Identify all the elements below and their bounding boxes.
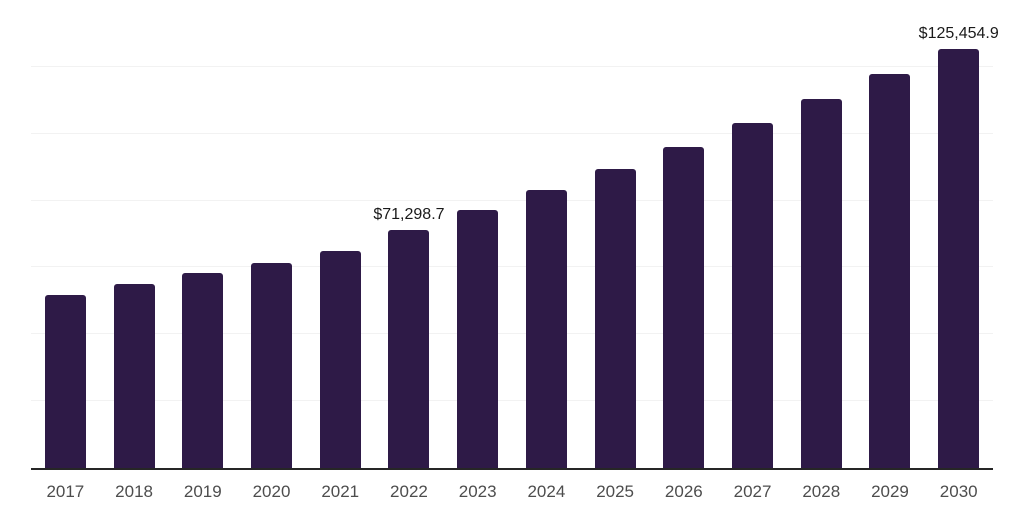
bar-slot-2026 — [649, 2, 718, 468]
gridline-60000 — [31, 266, 993, 268]
x-tick-2025: 2025 — [596, 482, 635, 501]
bar-2027[interactable] — [732, 122, 774, 468]
bar-slot-2029 — [856, 2, 925, 468]
bar-2028[interactable] — [800, 99, 842, 468]
data-label-2022: $71,298.7 — [373, 205, 445, 223]
x-tick-2024: 2024 — [527, 482, 566, 501]
bar-2022[interactable] — [388, 229, 430, 468]
bar-slot-2019 — [168, 2, 237, 468]
gridline-80000 — [31, 199, 993, 201]
gridline-100000 — [31, 132, 993, 134]
gridline-40000 — [31, 333, 993, 335]
bar-slot-2018 — [100, 2, 169, 468]
bar-2019[interactable] — [182, 273, 224, 468]
x-tick-2019: 2019 — [183, 482, 222, 501]
bar-2025[interactable] — [594, 168, 636, 468]
bar-2018[interactable] — [113, 283, 155, 468]
x-tick-2029: 2029 — [871, 482, 909, 501]
data-label-2030: $125,454.9 — [918, 24, 999, 42]
bar-slot-2022: $71,298.7 — [373, 2, 445, 468]
gridline-20000 — [31, 400, 993, 402]
bar-2030[interactable] — [938, 48, 980, 468]
x-tick-2028: 2028 — [802, 482, 841, 501]
bar-slot-2025 — [581, 2, 650, 468]
bar-2023[interactable] — [457, 209, 499, 468]
bar-slot-2021 — [306, 2, 375, 468]
x-tick-2021: 2021 — [321, 482, 360, 501]
bar-2029[interactable] — [869, 73, 911, 468]
bar-slot-2027 — [718, 2, 787, 468]
x-tick-2027: 2027 — [733, 482, 772, 501]
bar-slot-2020 — [237, 2, 306, 468]
x-tick-2026: 2026 — [664, 482, 703, 501]
bar-2026[interactable] — [663, 146, 705, 468]
bar-2024[interactable] — [525, 190, 567, 468]
x-tick-2020: 2020 — [252, 482, 291, 501]
x-tick-2018: 2018 — [115, 482, 153, 501]
x-tick-2023: 2023 — [458, 482, 497, 501]
x-tick-2022: 2022 — [390, 482, 428, 501]
bar-2021[interactable] — [319, 251, 361, 468]
bar-slot-2028 — [787, 2, 856, 468]
bar-slot-2024 — [512, 2, 581, 468]
bar-slot-2023 — [443, 2, 512, 468]
plot-area: $71,298.7 $125,454.9 — [31, 2, 999, 470]
x-tick-2030: 2030 — [939, 482, 978, 501]
bar-slot-2017 — [31, 2, 100, 468]
x-tick-2017: 2017 — [46, 482, 85, 501]
bar-slot-2030: $125,454.9 — [919, 2, 999, 468]
bar-series: $71,298.7 $125,454.9 — [31, 2, 999, 468]
bar-2017[interactable] — [44, 294, 86, 468]
bar-2020[interactable] — [251, 262, 293, 468]
x-axis: 2017 2018 2019 2020 2021 2022 2023 2024 2025 2026… — [31, 470, 993, 512]
gridline-120000 — [31, 65, 993, 67]
